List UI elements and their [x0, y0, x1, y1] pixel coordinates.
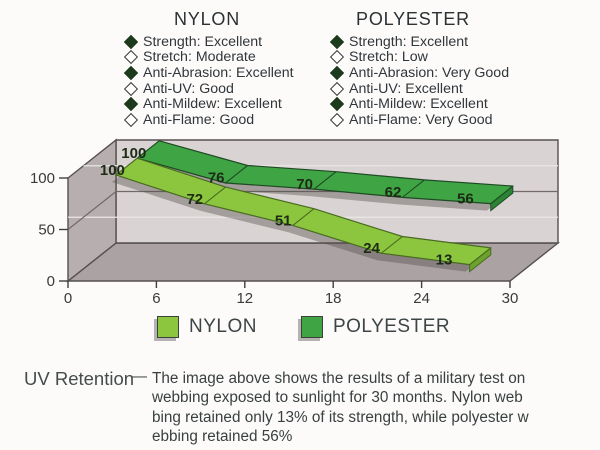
property-item: Anti-Flame: Good	[123, 111, 290, 128]
diamond-filled-icon	[329, 97, 345, 112]
property-label: Anti-UV: Good	[143, 80, 234, 97]
diamond-filled-icon	[123, 34, 139, 49]
caption-text: The image above shows the results of a m…	[152, 370, 529, 446]
property-item: Anti-Abrasion: Very Good	[329, 65, 509, 81]
svg-text:0: 0	[47, 273, 55, 290]
diamond-outline-icon	[329, 50, 345, 65]
property-label: Strength: Excellent	[349, 33, 469, 50]
property-label: Stretch: Moderate	[143, 49, 256, 66]
polyester-swatch-icon	[300, 316, 323, 338]
nylon-swatch-icon	[157, 316, 179, 338]
property-label: Anti-Flame: Good	[143, 111, 255, 128]
property-label: Anti-UV: Excellent	[349, 80, 463, 97]
diamond-outline-icon	[329, 81, 345, 96]
property-item: Anti-Mildew: Excellent	[123, 96, 290, 113]
svg-text:62: 62	[385, 184, 402, 201]
property-label: Stretch: Low	[349, 49, 428, 66]
svg-text:30: 30	[502, 290, 519, 307]
diamond-outline-icon	[123, 81, 139, 96]
nylon-panel: NYLON Strength: Excellent Stretch: Modera…	[123, 9, 294, 128]
caption-title: UV Retention	[24, 368, 135, 389]
diamond-outline-icon	[329, 112, 345, 127]
polyester-property-list: Strength: Excellent Stretch: Low Anti-Abra…	[329, 33, 509, 128]
diamond-outline-icon	[123, 112, 139, 127]
property-item: Strength: Excellent	[123, 33, 290, 50]
svg-text:18: 18	[325, 290, 342, 307]
diamond-filled-icon	[123, 65, 139, 81]
diamond-outline-icon	[123, 50, 139, 65]
property-label: Anti-Mildew: Excellent	[349, 96, 488, 113]
property-item: Anti-UV: Excellent	[329, 80, 496, 97]
svg-text:100: 100	[100, 162, 125, 179]
svg-text:76: 76	[208, 170, 225, 187]
property-item: Stretch: Moderate	[123, 49, 290, 66]
nylon-panel-title: NYLON	[173, 9, 240, 29]
property-label: Anti-Mildew: Excellent	[143, 96, 282, 113]
svg-text:0: 0	[64, 290, 72, 307]
property-item: Anti-Flame: Very Good	[329, 111, 496, 128]
svg-text:50: 50	[38, 222, 55, 239]
chart-legend: NYLON POLYESTER	[157, 316, 450, 338]
legend-label-nylon: NYLON	[189, 316, 257, 337]
property-item: Anti-Abrasion: Excellent	[123, 65, 294, 81]
polyester-panel-title: POLYESTER	[356, 9, 470, 29]
polyester-panel: POLYESTER Strength: Excellent Stretch: Lo…	[329, 9, 509, 128]
property-item: Anti-UV: Good	[123, 80, 290, 97]
nylon-property-list: Strength: Excellent Stretch: Moderate Anti…	[123, 33, 294, 128]
diamond-filled-icon	[329, 34, 345, 49]
property-item: Stretch: Low	[329, 49, 496, 66]
svg-text:72: 72	[186, 191, 203, 208]
diamond-filled-icon	[329, 65, 345, 81]
svg-text:24: 24	[413, 290, 430, 307]
svg-text:56: 56	[457, 190, 474, 207]
property-label: Anti-Abrasion: Very Good	[349, 64, 510, 81]
property-item: Anti-Mildew: Excellent	[329, 96, 496, 113]
svg-text:13: 13	[436, 252, 453, 269]
legend-item-nylon: NYLON	[157, 316, 257, 338]
property-label: Strength: Excellent	[143, 33, 263, 50]
property-label: Anti-Abrasion: Excellent	[143, 64, 294, 81]
diamond-filled-icon	[123, 97, 139, 112]
svg-text:6: 6	[152, 290, 160, 307]
svg-text:51: 51	[275, 212, 292, 229]
svg-text:100: 100	[30, 170, 55, 187]
property-item: Strength: Excellent	[329, 33, 496, 50]
legend-item-polyester: POLYESTER	[300, 316, 451, 338]
svg-text:70: 70	[296, 176, 313, 193]
legend-label-polyester: POLYESTER	[332, 316, 451, 337]
svg-text:24: 24	[363, 240, 380, 257]
svg-text:12: 12	[236, 290, 253, 307]
property-label: Anti-Flame: Very Good	[349, 111, 493, 128]
svg-text:100: 100	[121, 145, 146, 162]
caption-dash: —	[131, 368, 147, 385]
